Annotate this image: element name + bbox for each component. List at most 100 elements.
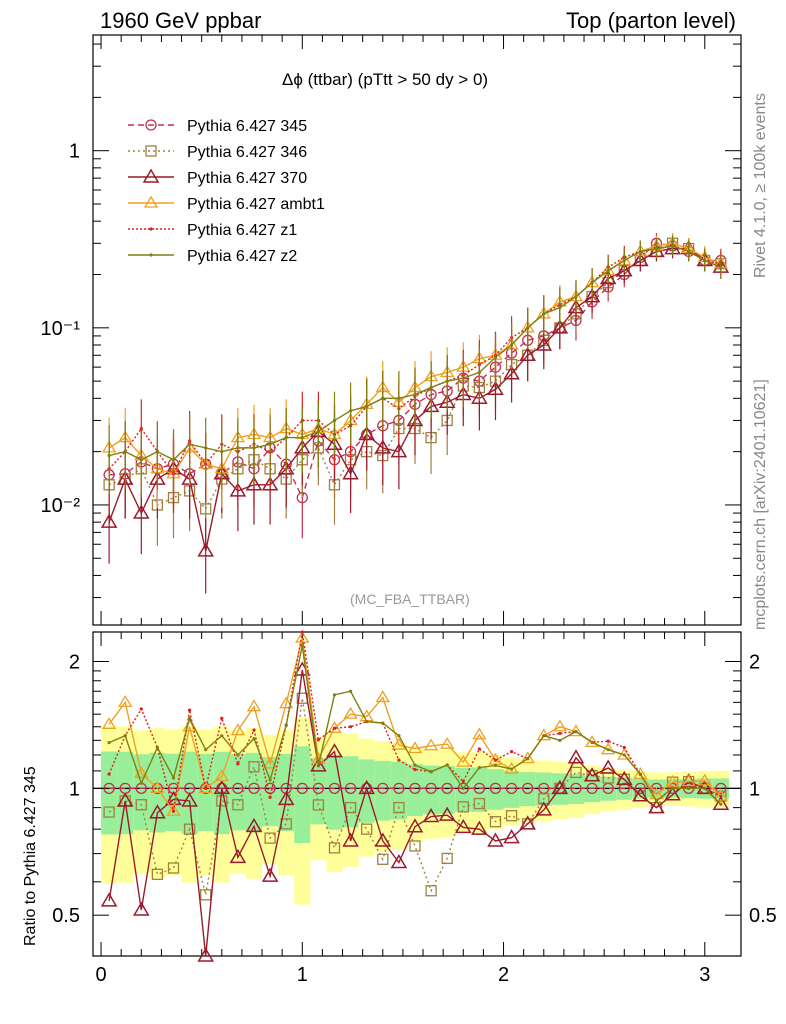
ratio-point — [461, 786, 465, 790]
data-point — [187, 442, 192, 446]
x-tick-label: 0 — [95, 964, 106, 986]
band-green — [245, 752, 263, 833]
ratio-point — [348, 689, 353, 693]
ratio-point — [343, 706, 358, 719]
band-green — [326, 754, 343, 830]
ratio-point — [703, 786, 707, 790]
ratio-point — [150, 781, 165, 793]
ratio-point — [665, 774, 680, 787]
chart-title: Δϕ (ttbar) (pTtt > 50 dy > 0) — [282, 70, 489, 89]
ratio-point — [477, 766, 481, 770]
ratio-point — [312, 782, 325, 794]
data-point — [204, 446, 208, 450]
data-point — [519, 346, 536, 362]
ratio-point — [262, 756, 278, 769]
ratio-point — [584, 735, 600, 748]
legend-marker — [142, 168, 160, 183]
ratio-point — [558, 738, 562, 742]
main-frame — [92, 34, 742, 626]
ratio-point — [316, 738, 320, 742]
ratio-point — [567, 749, 585, 764]
band-green — [487, 769, 504, 810]
ratio-point — [632, 787, 649, 802]
ratio-point — [552, 719, 568, 732]
data-point — [107, 453, 111, 458]
ratio-point — [477, 747, 481, 751]
ratio-point — [509, 767, 514, 771]
data-point — [220, 450, 224, 454]
ratio-point — [264, 782, 276, 794]
ratio-point — [606, 739, 610, 743]
band-green — [519, 772, 536, 807]
data-point — [461, 376, 465, 380]
data-point — [100, 513, 118, 528]
ratio-point — [107, 772, 111, 776]
x-tick-label: 3 — [699, 964, 710, 986]
ratio-point — [171, 809, 176, 813]
ratio-point — [493, 758, 498, 762]
data-point — [245, 476, 263, 491]
ratio-point — [342, 832, 359, 847]
data-point — [229, 482, 247, 497]
ratio-point — [461, 779, 465, 784]
ratio-point — [687, 786, 691, 790]
ratio-point — [284, 723, 288, 727]
ratio-point — [390, 854, 408, 869]
data-point — [381, 396, 385, 400]
ratio-point — [583, 767, 601, 782]
ratio-point — [473, 797, 486, 810]
band-green — [229, 754, 246, 831]
legend-marker — [149, 227, 153, 231]
ratio-point — [505, 782, 518, 794]
ratio-point — [151, 868, 164, 880]
ratio-point — [697, 773, 712, 786]
data-point — [542, 312, 546, 316]
ratio-point — [423, 738, 439, 751]
band-green — [535, 772, 552, 806]
ratio-point — [649, 787, 664, 800]
ratio-point — [300, 643, 304, 648]
ratio-point — [681, 774, 696, 787]
ratio-point — [252, 736, 256, 741]
ratio-point — [505, 810, 518, 822]
x-tick-label: 2 — [498, 964, 509, 986]
ratio-point — [103, 782, 115, 794]
ratio-point — [622, 753, 626, 757]
ratio-point — [606, 748, 610, 752]
ratio-point — [230, 723, 246, 736]
ratio-point — [268, 778, 272, 782]
ratio-point — [361, 823, 373, 835]
legend-entry: Pythia 6.427 345 — [128, 118, 307, 135]
ratio-point — [425, 885, 437, 897]
data-point — [374, 439, 392, 454]
ratio-tick-label-right: 0.5 — [749, 905, 777, 927]
band-green — [374, 760, 391, 821]
ratio-point — [522, 782, 534, 794]
ratio-point — [542, 734, 546, 738]
ratio-point — [374, 832, 392, 847]
data-point — [139, 426, 143, 431]
ratio-point — [558, 731, 562, 736]
ratio-point — [551, 779, 569, 795]
ratio-point — [638, 772, 642, 776]
ratio-point — [472, 727, 487, 740]
band-green — [390, 761, 407, 820]
header-left: 1960 GeV ppbar — [100, 8, 262, 33]
data-point — [670, 244, 675, 248]
ratio-point — [348, 725, 353, 729]
ratio-point — [200, 889, 212, 901]
band-green — [439, 766, 456, 814]
ratio-point — [232, 782, 244, 794]
legend-marker — [149, 253, 153, 257]
ratio-point — [100, 892, 118, 907]
y-tick-label: 10⁻² — [41, 495, 81, 517]
legend-label: Pythia 6.427 ambt1 — [187, 196, 325, 213]
x-tick-label: 1 — [297, 964, 308, 986]
ratio-point — [429, 770, 433, 774]
data-point — [493, 355, 498, 360]
legend-entry: Pythia 6.427 z1 — [128, 222, 297, 239]
ratio-point — [358, 779, 375, 795]
ratio-point — [413, 767, 417, 772]
data-point — [638, 249, 642, 254]
ratio-point — [654, 799, 659, 803]
